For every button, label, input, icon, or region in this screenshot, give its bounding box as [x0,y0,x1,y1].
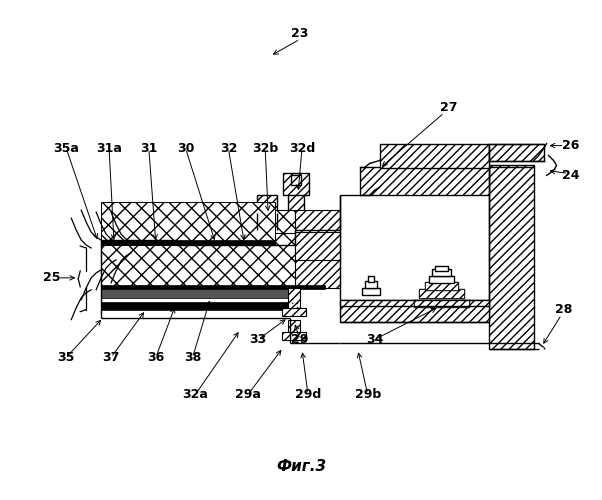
Bar [288,320,300,332]
Text: 32a: 32a [182,388,208,400]
Text: 27: 27 [441,102,458,114]
Text: 23: 23 [291,26,309,40]
Bar [295,233,340,288]
Bar [489,144,544,160]
Text: 30: 30 [177,142,194,155]
Text: 32b: 32b [252,142,278,155]
Bar [420,289,464,298]
Bar [101,302,300,310]
Bar [362,288,380,294]
Text: 33: 33 [250,333,267,346]
Bar [414,300,469,306]
Text: Фиг.3: Фиг.3 [276,460,326,474]
Bar [435,266,448,271]
Bar [340,300,489,306]
Text: 26: 26 [562,139,579,152]
Bar [288,186,304,280]
Bar [282,332,306,340]
Bar [359,168,489,196]
Bar [414,300,469,306]
Text: 32: 32 [220,142,237,155]
Text: 32d: 32d [289,142,315,155]
Text: 24: 24 [562,169,579,182]
Text: 29: 29 [291,333,309,346]
Bar [380,144,489,169]
Bar [340,300,489,322]
Text: 31a: 31a [96,142,122,155]
Bar [283,174,309,196]
Text: 29d: 29d [295,388,321,400]
Text: 29a: 29a [235,388,261,400]
Bar [425,282,458,290]
Bar [288,288,300,310]
Bar [291,176,301,186]
Bar [101,288,300,298]
Bar [425,282,458,290]
Bar [101,240,275,245]
Text: 29b: 29b [355,388,380,400]
Bar [176,210,295,240]
Bar [295,210,340,240]
Bar [101,285,325,289]
Text: 36: 36 [147,351,164,364]
Text: 31: 31 [140,142,158,155]
Text: 28: 28 [555,303,573,316]
Text: 35: 35 [58,351,75,364]
Bar [295,232,340,260]
Bar [101,233,325,288]
Text: 37: 37 [102,351,120,364]
Text: 25: 25 [43,272,60,284]
Bar [257,196,277,213]
Bar [365,281,377,288]
Bar [101,202,275,245]
Text: 34: 34 [366,333,383,346]
Bar [420,289,464,298]
Bar [282,308,306,316]
Text: 35a: 35a [54,142,79,155]
Bar [432,269,451,276]
Bar [429,276,454,283]
Bar [489,166,534,350]
Text: 38: 38 [184,351,201,364]
Bar [368,276,374,282]
